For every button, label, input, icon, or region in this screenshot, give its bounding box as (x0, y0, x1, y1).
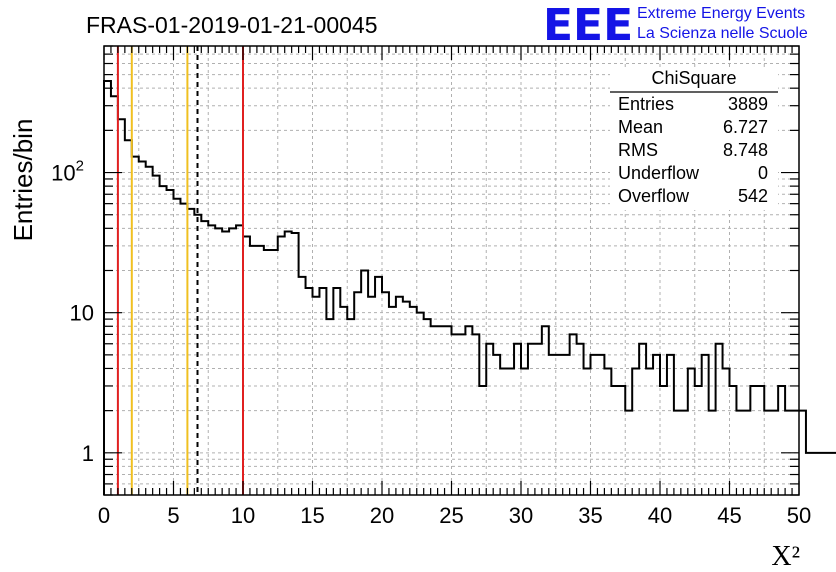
stats-label: Mean (618, 117, 663, 137)
stats-rows: Entries 3889 Mean 6.727 RMS 8.748 Underflow 0 Ov… (618, 94, 768, 206)
histogram (103, 80, 836, 495)
x-tick-label: 25 (439, 503, 463, 528)
x-tick-label: 0 (98, 503, 110, 528)
chart-title: FRAS-01-2019-01-21-00045 (86, 12, 378, 38)
stats-box-background (610, 70, 778, 210)
stats-label: RMS (618, 140, 658, 160)
stats-title: ChiSquare (651, 68, 736, 88)
stats-value: 6.727 (723, 117, 768, 137)
x-axis-title: X² (771, 541, 800, 572)
y-tick-label: 1 (82, 441, 94, 466)
stats-label: Underflow (618, 163, 700, 183)
y-tick-label: 10 (70, 301, 94, 326)
y-axis-title: Entries/bin (8, 119, 38, 242)
x-tick-label: 10 (231, 503, 255, 528)
x-tick-label: 40 (648, 503, 672, 528)
x-tick-label: 20 (370, 503, 394, 528)
x-tick-label: 45 (717, 503, 741, 528)
x-tick-label: 5 (167, 503, 179, 528)
y-tick-labels: 1 10 102 (51, 158, 94, 466)
axis-ticks (103, 45, 800, 496)
stats-value: 542 (738, 186, 768, 206)
stats-box: ChiSquare Entries 3889 Mean 6.727 RMS 8.748 Un… (610, 68, 778, 210)
stats-label: Overflow (618, 186, 690, 206)
y-tick-label: 102 (51, 158, 84, 186)
logo-mark: EEE (543, 0, 633, 51)
stats-label: Entries (618, 94, 674, 114)
logo-line1: Extreme Energy Events (637, 5, 805, 22)
x-tick-label: 50 (787, 503, 811, 528)
x-tick-label: 15 (300, 503, 324, 528)
logo: EEE Extreme Energy Events La Scienza nel… (543, 0, 808, 51)
stats-value: 3889 (728, 94, 768, 114)
stats-value: 0 (758, 163, 768, 183)
reference-lines (116, 46, 244, 495)
x-tick-labels: 0 5 10 15 20 25 30 35 40 45 50 (98, 503, 811, 528)
histogram-line (103, 80, 836, 495)
x-tick-label: 35 (578, 503, 602, 528)
stats-value: 8.748 (723, 140, 768, 160)
logo-line2: La Scienza nelle Scuole (637, 25, 808, 42)
x-tick-label: 30 (509, 503, 533, 528)
